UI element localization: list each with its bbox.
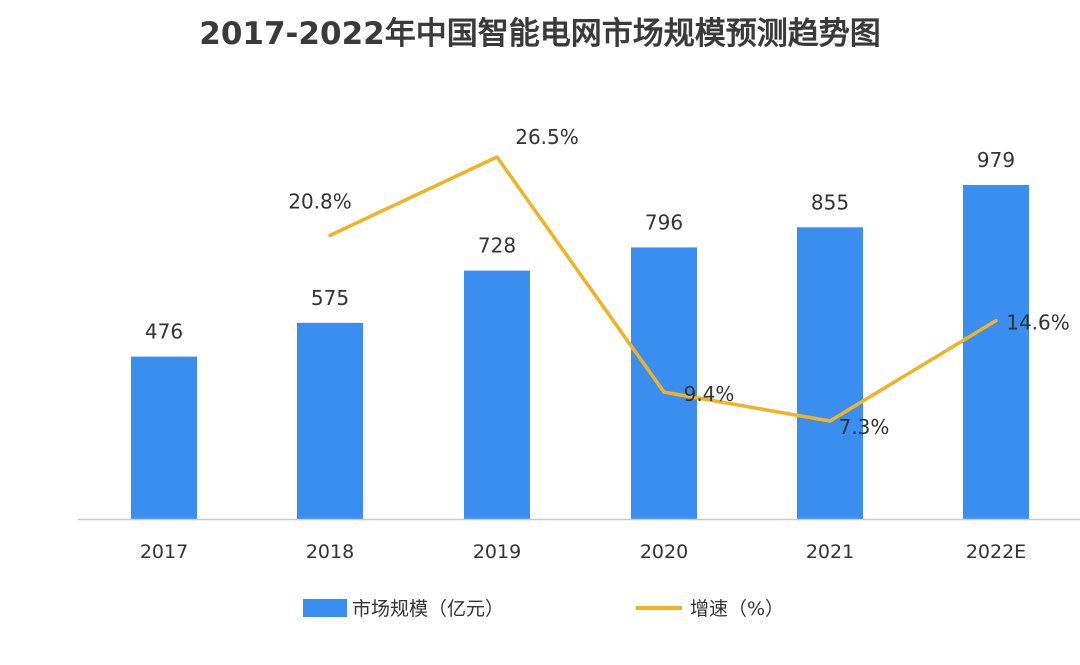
bar-value-label: 796	[645, 210, 683, 234]
growth-rate-line	[328, 155, 998, 423]
bar-2019	[464, 270, 530, 519]
growth-rate-label: 14.6%	[1006, 311, 1070, 335]
bar-value-label: 855	[811, 190, 849, 214]
growth-rate-label: 7.3%	[839, 415, 890, 439]
x-tick-label: 2022E	[966, 541, 1026, 563]
x-tick-label: 2018	[306, 541, 354, 563]
x-tick-label: 2019	[473, 541, 521, 563]
bar-2017	[131, 356, 197, 519]
bar-2022E	[963, 185, 1029, 519]
bar-2018	[297, 322, 363, 519]
bar-value-label: 476	[145, 320, 183, 344]
chart-title: 2017-2022年中国智能电网市场规模预测趋势图	[199, 16, 881, 52]
growth-line-layer	[328, 155, 998, 423]
growth-rate-label: 9.4%	[684, 382, 735, 406]
legend-swatch-bar	[303, 599, 347, 617]
x-tick-label: 2017	[140, 541, 188, 563]
bar-2020	[631, 247, 697, 519]
x-axis: 2017 2018 2019 2020 2021 2022E	[78, 518, 1080, 563]
bar-value-label: 979	[977, 148, 1015, 172]
bar-value-label: 728	[478, 234, 516, 258]
bar-value-label: 575	[311, 286, 349, 310]
x-tick-label: 2020	[640, 541, 688, 563]
bars-layer	[131, 185, 1029, 520]
growth-rate-label: 26.5%	[515, 125, 579, 149]
data-labels-layer: 476 575 728 796 855 979 20.8% 26.5% 9.4% 7.3% 14.6…	[145, 125, 1070, 439]
legend-label-growth-rate: 增速（%）	[690, 598, 784, 620]
legend-label-market-size: 市场规模（亿元）	[352, 598, 504, 620]
bar-2021	[797, 227, 863, 520]
legend: 市场规模（亿元） 增速（%）	[303, 598, 784, 620]
growth-rate-label: 20.8%	[288, 189, 352, 213]
x-tick-label: 2021	[806, 541, 854, 563]
